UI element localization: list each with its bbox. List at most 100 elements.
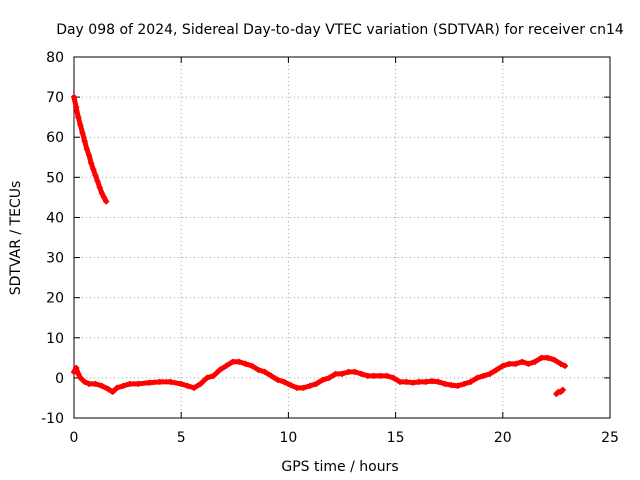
y-tick-label: 60	[46, 130, 64, 146]
data-point	[75, 370, 82, 377]
data-point	[73, 364, 80, 371]
data-point	[236, 358, 243, 365]
data-point	[538, 354, 545, 361]
data-point	[306, 382, 313, 389]
data-point	[313, 380, 320, 387]
data-point	[409, 379, 416, 386]
data-point	[390, 374, 397, 381]
data-point	[339, 370, 345, 377]
data-point	[396, 378, 403, 385]
data-point	[300, 384, 307, 391]
data-point	[559, 386, 566, 393]
data-point	[268, 372, 275, 379]
data-point	[191, 384, 198, 391]
data-point	[358, 370, 365, 377]
y-tick-label: -10	[41, 411, 64, 427]
data-point	[135, 380, 142, 387]
axes: 0 5 10 15 20 25 -10 0 10 20 30 40 50 60 70 80	[41, 50, 619, 446]
x-tick-label: 10	[279, 430, 297, 446]
data-point	[167, 378, 174, 385]
data-point	[92, 380, 99, 387]
data-point	[92, 172, 99, 179]
data-point	[81, 138, 88, 145]
data-point	[345, 368, 352, 375]
data-point	[113, 384, 120, 391]
data-point	[293, 384, 300, 391]
x-tick-label: 20	[494, 430, 512, 446]
data-point	[467, 378, 474, 385]
data-point	[448, 382, 455, 389]
data-point	[77, 122, 84, 129]
data-point	[203, 374, 210, 381]
data-point	[422, 378, 429, 385]
data-point	[377, 372, 384, 379]
data-point	[90, 166, 97, 173]
data-point	[416, 378, 423, 385]
data-point	[561, 362, 568, 369]
data-point	[261, 368, 268, 375]
data-point	[506, 360, 513, 367]
data-point	[493, 366, 500, 373]
data-point	[98, 190, 105, 197]
data-point	[86, 152, 93, 159]
data-point	[178, 380, 185, 387]
data-point	[255, 366, 262, 373]
data-point	[197, 380, 204, 387]
data-point	[248, 362, 255, 369]
grid	[74, 57, 610, 418]
data-point	[79, 130, 86, 137]
data-point	[403, 378, 410, 385]
data-point	[109, 388, 116, 395]
y-tick-label: 30	[46, 251, 64, 267]
data-point	[474, 374, 481, 381]
plot-frame	[73, 56, 611, 419]
data-point	[274, 376, 281, 383]
data-point	[435, 378, 442, 385]
data-points	[71, 94, 568, 397]
data-point	[287, 382, 294, 389]
data-point	[223, 362, 230, 369]
data-point	[557, 360, 564, 367]
data-point	[281, 378, 288, 385]
data-point	[146, 379, 153, 386]
data-point	[384, 372, 391, 379]
data-point	[184, 382, 191, 389]
data-point	[371, 372, 378, 379]
data-point	[512, 360, 519, 367]
data-point	[88, 160, 95, 167]
data-point	[103, 198, 110, 205]
x-tick-label: 5	[177, 430, 186, 446]
y-axis-label: SDTVAR / TECUs	[8, 181, 24, 296]
data-point	[120, 382, 127, 389]
data-point	[429, 378, 436, 385]
chart-title: Day 098 of 2024, Sidereal Day-to-day VTE…	[56, 22, 624, 38]
data-point	[499, 362, 506, 369]
y-tick-label: 80	[46, 50, 64, 66]
data-point	[81, 378, 88, 385]
data-point	[216, 366, 223, 373]
data-point	[156, 378, 163, 385]
y-tick-label: 10	[46, 331, 64, 347]
data-point	[519, 358, 526, 365]
x-tick-label: 0	[70, 430, 79, 446]
data-point	[551, 356, 558, 363]
y-tick-label: 70	[46, 90, 64, 106]
data-point	[364, 372, 371, 379]
data-point	[210, 372, 217, 379]
data-point	[486, 370, 493, 377]
data-point	[351, 368, 358, 375]
data-point	[71, 94, 77, 101]
data-point	[229, 358, 236, 365]
series-line	[71, 94, 109, 204]
y-tick-label: 20	[46, 291, 64, 307]
data-point	[332, 370, 339, 377]
data-point	[126, 380, 133, 387]
data-point	[71, 368, 77, 375]
data-point	[96, 184, 103, 191]
data-point	[98, 382, 105, 389]
data-point	[83, 146, 90, 153]
data-point	[531, 358, 538, 365]
data-point	[544, 354, 551, 361]
data-point	[525, 360, 532, 367]
